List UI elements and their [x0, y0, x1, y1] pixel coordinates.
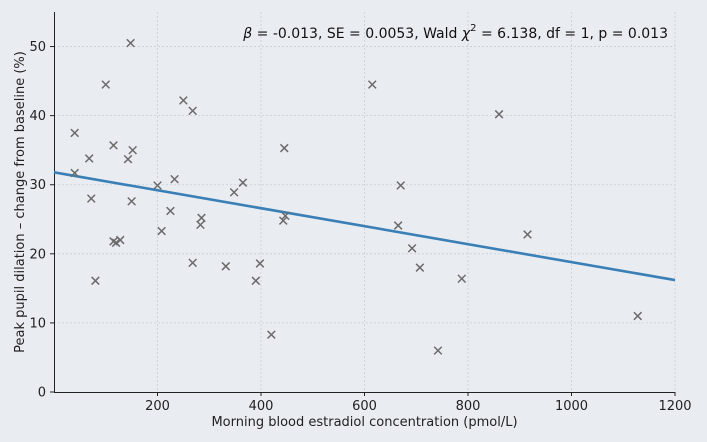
data-point [111, 238, 121, 248]
data-point [91, 276, 100, 286]
y-tick-label: 30 [29, 178, 46, 193]
stats-annotation: β = -0.013, SE = 0.0053, Wald χ2 = 6.138… [242, 23, 668, 42]
data-point [523, 230, 532, 239]
data-point [188, 258, 198, 268]
data-point [179, 96, 188, 105]
x-tick-label: 200 [145, 399, 170, 414]
data-point [280, 211, 290, 221]
data-point [457, 274, 467, 284]
grid-lines [54, 12, 676, 392]
data-point [115, 235, 125, 245]
x-tick-label: 1200 [658, 399, 691, 414]
tick-labels: 200 400 600 800 1000 1200 0 10 20 30 40 50 [29, 40, 691, 414]
data-point [278, 216, 288, 225]
data-point [128, 145, 137, 155]
data-point [279, 143, 289, 153]
chi-symbol: χ [461, 26, 471, 42]
x-tick-label: 800 [456, 399, 481, 414]
data-point [251, 276, 261, 286]
beta-symbol: β [242, 26, 252, 42]
data-point [494, 109, 504, 119]
data-point [633, 311, 643, 321]
data-point [86, 194, 96, 203]
beta-text: = -0.013, SE = 0.0053, Wald [252, 26, 462, 42]
y-axis-label: Peak pupil dilation – change from baseli… [13, 51, 28, 353]
data-point [415, 263, 425, 272]
data-point [196, 220, 205, 230]
fit-line-layer [53, 171, 676, 282]
regression-line [53, 171, 676, 282]
data-point [197, 213, 206, 223]
data-point [109, 141, 118, 150]
data-point [153, 181, 162, 190]
data-point [126, 38, 135, 48]
data-point [396, 181, 406, 190]
data-point [188, 106, 198, 116]
data-point [157, 226, 166, 236]
data-point [407, 243, 417, 253]
data-point [221, 261, 231, 271]
data-point [70, 128, 80, 138]
data-point [123, 154, 133, 164]
data-point [367, 80, 377, 89]
data-point [127, 196, 136, 206]
chi-superscript: 2 [470, 23, 476, 34]
data-point [101, 80, 111, 89]
data-point [393, 221, 403, 230]
data-point [229, 187, 239, 197]
y-tick-label: 50 [29, 40, 46, 55]
x-tick-label: 1000 [555, 399, 588, 414]
data-points [70, 38, 643, 355]
y-tick-label: 0 [38, 386, 46, 401]
data-point [166, 206, 175, 216]
chi-text: = 6.138, df = 1, p = 0.013 [477, 26, 668, 42]
y-tick-label: 10 [29, 316, 46, 331]
x-tick-label: 600 [352, 399, 377, 414]
data-point [70, 168, 80, 178]
x-axis-label: Morning blood estradiol concentration (p… [211, 415, 517, 430]
y-tick-label: 20 [29, 247, 46, 262]
data-point [267, 330, 276, 339]
data-point [238, 178, 248, 187]
data-point [170, 174, 179, 184]
data-point [109, 237, 118, 246]
y-tick-label: 40 [29, 109, 46, 124]
data-point [433, 346, 443, 355]
data-point [84, 154, 94, 163]
x-tick-label: 400 [249, 399, 274, 414]
data-point [255, 259, 265, 268]
